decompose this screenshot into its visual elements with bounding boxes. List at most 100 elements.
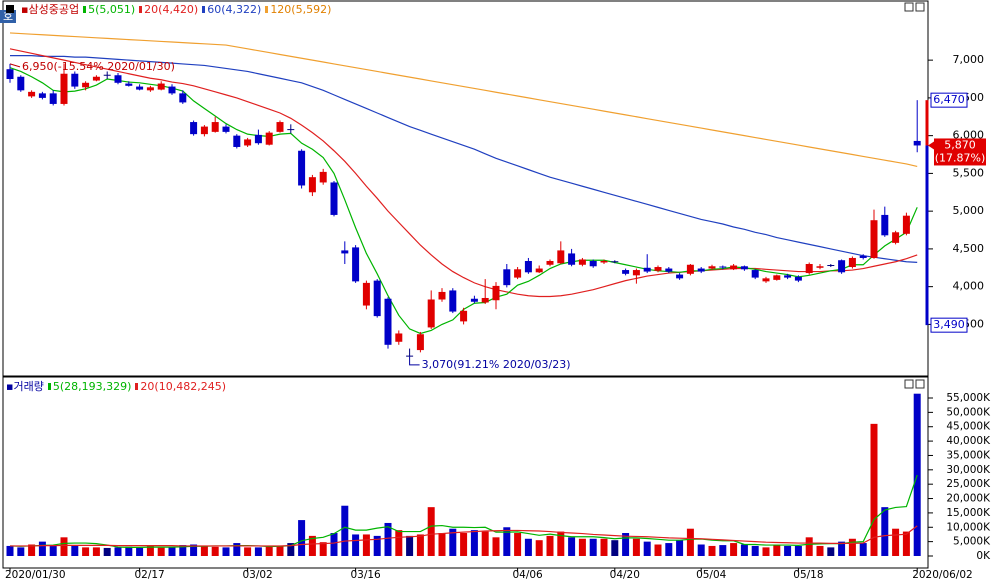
candle-body [470, 298, 478, 302]
candle-body [622, 270, 630, 274]
candle-body [535, 268, 543, 273]
candle-body [168, 86, 176, 94]
candle-body [395, 333, 403, 342]
volume-bar [816, 545, 824, 556]
volume-bar [568, 537, 576, 556]
legend-text: 5(5,051) [88, 2, 136, 16]
y-tick-label: 5,000 [953, 204, 985, 217]
candle-body [136, 86, 144, 90]
volume-bar [762, 547, 770, 556]
y-tick-label: 45,000K [946, 421, 991, 433]
volume-ma-line [9, 474, 918, 548]
candle-body [449, 290, 457, 312]
ma-line [9, 48, 918, 298]
marker-arrow [928, 141, 934, 150]
candle-body [870, 220, 878, 258]
y-tick-label: 4,500 [953, 242, 985, 255]
candle-body [200, 126, 208, 135]
candle-body [697, 268, 705, 272]
y-tick-label: 15,000K [946, 507, 991, 519]
volume-bar [708, 545, 716, 556]
legend-title: ▪거래량 [6, 380, 44, 393]
volume-bar [395, 530, 403, 556]
panel-button[interactable] [904, 2, 914, 12]
price-marker-box [930, 317, 968, 333]
volume-bar [330, 533, 338, 556]
volume-bar [136, 547, 144, 556]
volume-bar [665, 543, 673, 556]
volume-bar [870, 423, 878, 556]
volume-bar [557, 531, 565, 556]
candle-body [352, 247, 360, 282]
volume-bar [373, 535, 381, 556]
candle-body [71, 73, 79, 87]
candle-body [460, 310, 468, 322]
candle-body [589, 260, 597, 267]
candle-body [676, 274, 684, 279]
legend-text: 60(4,322) [207, 2, 262, 16]
panel-button[interactable] [915, 379, 925, 389]
volume-bar [211, 546, 219, 556]
x-tick-label: 05/04 [696, 569, 727, 581]
volume-bar [146, 545, 154, 556]
volume-bar [222, 547, 230, 556]
candle-body [848, 257, 856, 268]
volume-bar [352, 534, 360, 556]
candle-body [740, 266, 748, 270]
candle-body [341, 250, 349, 254]
x-tick-label: 04/20 [610, 569, 640, 581]
volume-bar [503, 527, 511, 556]
candle-body [568, 253, 576, 265]
candle-body [298, 150, 306, 186]
legend-marker [83, 5, 87, 13]
volume-bar [514, 533, 522, 556]
volume-bar [92, 547, 100, 556]
candle-body [28, 91, 36, 97]
volume-bar [276, 545, 284, 556]
volume-bar [740, 544, 748, 556]
volume-bar [406, 535, 414, 556]
candle-body [805, 264, 813, 274]
legend-text: 5(28,193,329) [52, 379, 132, 393]
legend-item: 20(4,420) [139, 3, 198, 16]
candle-body [38, 93, 46, 98]
legend-text: 거래량 [13, 380, 44, 393]
legend-text: 120(5,592) [270, 2, 332, 16]
candle-body [438, 291, 446, 300]
volume-bar [384, 522, 392, 556]
candle-body [384, 298, 392, 345]
candle-body [730, 265, 738, 270]
candle-body [708, 266, 716, 269]
legend-item: 60(4,322) [202, 3, 261, 16]
volume-bar [308, 535, 316, 556]
candle-body [913, 140, 921, 146]
y-tick-label: 30,000K [946, 464, 991, 476]
candle-body [330, 182, 338, 215]
volume-bar [913, 393, 921, 556]
volume-bar [6, 545, 14, 556]
candle-body [233, 135, 241, 147]
panel-button[interactable] [915, 2, 925, 12]
volume-bar [859, 543, 867, 556]
x-tick-label: 2020/06/02 [912, 569, 973, 581]
candle-body [92, 76, 100, 81]
volume-bar [341, 505, 349, 556]
x-tick-label: 05/18 [793, 569, 823, 581]
volume-bar [546, 535, 554, 556]
x-tick-label: 02/17 [134, 569, 164, 581]
candle-body [892, 232, 900, 243]
annotation-leader [409, 356, 420, 366]
candle-body [492, 285, 500, 301]
volume-bar [125, 546, 133, 556]
volume-bar [676, 540, 684, 556]
volume-bar [892, 528, 900, 556]
price-legend: ▪삼성중공업 5(5,051) 20(4,420) 60(4,322) 120(5,5… [6, 1, 335, 17]
volume-bar [611, 540, 619, 556]
y-tick-label: 20,000K [946, 493, 991, 505]
candle-body [190, 122, 198, 135]
legend-text: 삼성중공업 [28, 3, 80, 16]
price-marker-box [934, 138, 986, 166]
annotation: 3,070(91.21% 2020/03/23) [422, 358, 571, 371]
volume-bar [438, 533, 446, 556]
panel-button[interactable] [904, 379, 914, 389]
